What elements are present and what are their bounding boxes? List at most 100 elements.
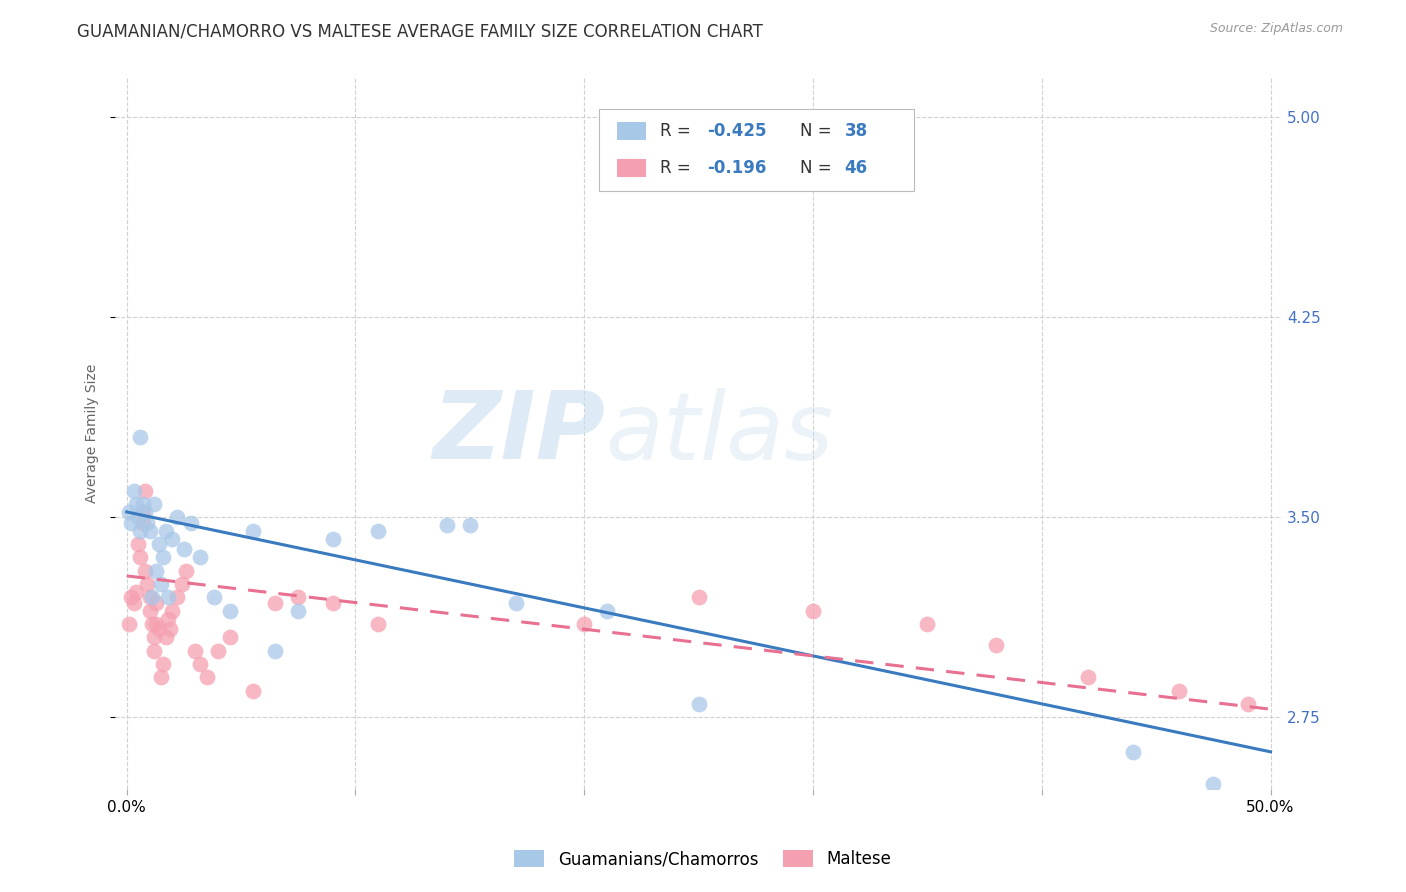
FancyBboxPatch shape (617, 159, 647, 177)
Point (322, 532, 344, 546)
Point (202, 591, 225, 605)
Point (174, 564, 197, 578)
Point (242, 683, 264, 698)
Point (129, 524, 152, 538)
Legend: Guamanians/Chamorros, Maltese: Guamanians/Chamorros, Maltese (508, 843, 898, 875)
Text: N =: N = (800, 159, 837, 177)
Point (264, 643, 287, 657)
Point (156, 591, 179, 605)
Text: -0.196: -0.196 (707, 159, 766, 177)
Point (1076, 670, 1098, 684)
Point (688, 591, 710, 605)
Point (134, 564, 156, 578)
Point (801, 603, 824, 617)
Point (125, 497, 148, 511)
Point (129, 550, 152, 565)
Point (195, 670, 218, 684)
Point (188, 550, 211, 565)
Point (138, 591, 160, 605)
Point (141, 616, 163, 631)
Point (134, 505, 156, 519)
Point (917, 616, 939, 631)
Point (143, 497, 166, 511)
Point (184, 643, 207, 657)
Point (132, 505, 155, 519)
Point (125, 585, 148, 599)
Point (367, 616, 389, 631)
Point (207, 643, 229, 657)
Point (162, 532, 184, 546)
Point (136, 516, 159, 530)
Point (132, 516, 155, 530)
Point (138, 603, 160, 617)
Point (1122, 745, 1144, 759)
FancyBboxPatch shape (617, 122, 647, 140)
Text: ZIP: ZIP (433, 387, 605, 479)
Y-axis label: Average Family Size: Average Family Size (86, 364, 100, 503)
Point (148, 622, 170, 636)
Text: -0.425: -0.425 (707, 122, 766, 140)
FancyBboxPatch shape (599, 110, 914, 191)
Point (132, 497, 155, 511)
Point (436, 518, 458, 533)
Point (1236, 697, 1258, 711)
Point (218, 630, 240, 644)
Point (166, 591, 188, 605)
Point (145, 616, 167, 631)
Point (141, 591, 163, 605)
Point (143, 630, 166, 644)
Point (984, 638, 1007, 652)
Point (152, 657, 174, 671)
Point (156, 611, 179, 625)
Point (136, 577, 159, 591)
Point (159, 622, 181, 636)
Point (127, 537, 149, 551)
Point (188, 657, 211, 671)
Point (505, 596, 527, 610)
Point (367, 524, 389, 538)
Point (458, 518, 481, 533)
Text: 38: 38 (845, 122, 868, 140)
Point (173, 542, 195, 557)
Point (180, 516, 202, 530)
Point (120, 591, 142, 605)
Point (122, 596, 145, 610)
Point (1168, 683, 1191, 698)
Point (145, 564, 167, 578)
Point (287, 591, 309, 605)
Point (166, 510, 188, 524)
Point (145, 596, 167, 610)
Point (574, 616, 596, 631)
Point (122, 483, 145, 498)
Text: GUAMANIAN/CHAMORRO VS MALTESE AVERAGE FAMILY SIZE CORRELATION CHART: GUAMANIAN/CHAMORRO VS MALTESE AVERAGE FA… (77, 22, 763, 40)
Point (152, 550, 174, 565)
Text: Source: ZipAtlas.com: Source: ZipAtlas.com (1209, 22, 1343, 36)
Point (170, 577, 193, 591)
Point (155, 524, 177, 538)
Point (162, 603, 184, 617)
Point (150, 670, 173, 684)
Point (129, 430, 152, 444)
Point (134, 483, 156, 498)
Point (118, 616, 141, 631)
Text: R =: R = (661, 159, 696, 177)
Point (688, 697, 710, 711)
Text: R =: R = (661, 122, 696, 140)
Text: N =: N = (800, 122, 837, 140)
Point (138, 524, 160, 538)
Point (148, 537, 170, 551)
Point (120, 516, 142, 530)
Point (143, 643, 166, 657)
Point (322, 596, 344, 610)
Point (242, 524, 264, 538)
Point (150, 577, 173, 591)
Point (1202, 777, 1225, 791)
Point (264, 596, 287, 610)
Point (127, 510, 149, 524)
Point (287, 603, 309, 617)
Text: atlas: atlas (605, 388, 834, 479)
Point (155, 630, 177, 644)
Point (596, 603, 619, 617)
Point (218, 603, 240, 617)
Point (118, 505, 141, 519)
